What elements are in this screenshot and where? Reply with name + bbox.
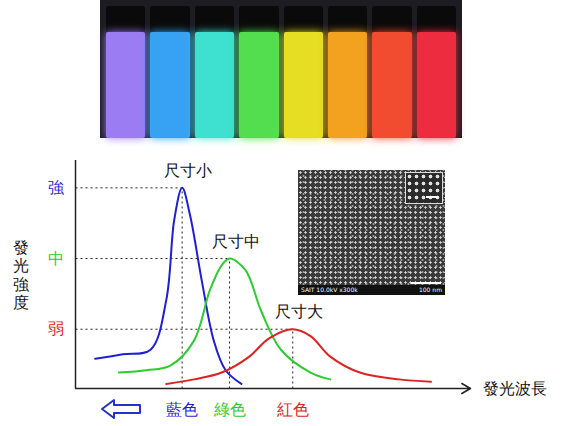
- svg-text:發光強度: 發光強度: [13, 238, 29, 312]
- svg-text:尺寸中: 尺寸中: [212, 232, 260, 251]
- html-text:100 nm: 100 nm: [419, 286, 442, 293]
- svg-text:綠色: 綠色: [213, 400, 246, 419]
- svg-text:尺寸大: 尺寸大: [275, 302, 323, 321]
- svg-text:尺寸小: 尺寸小: [164, 161, 212, 180]
- svg-text:強: 強: [48, 178, 64, 197]
- html-text:SAIT 10.0kV x300k: SAIT 10.0kV x300k: [301, 286, 358, 293]
- svg-text:發光波長: 發光波長: [483, 379, 547, 398]
- svg-text:藍色: 藍色: [166, 400, 198, 419]
- svg-text:紅色: 紅色: [277, 400, 309, 419]
- svg-text:中: 中: [48, 249, 64, 268]
- svg-text:弱: 弱: [48, 319, 64, 338]
